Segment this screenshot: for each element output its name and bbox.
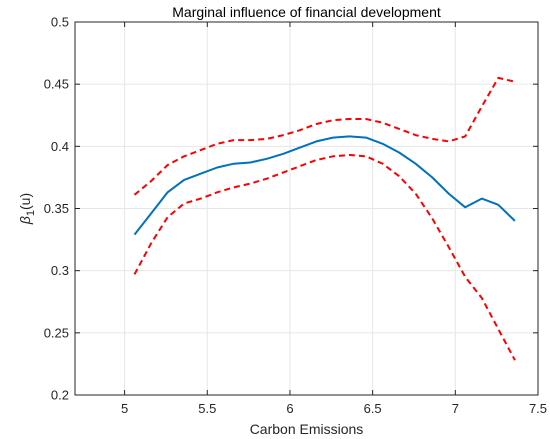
ticks (75, 21, 539, 396)
y-axis-label-sub: 1 (25, 210, 37, 216)
x-tick-label: 6.5 (364, 401, 382, 416)
x-tick-label: 6 (286, 401, 293, 416)
y-tick-label: 0.35 (44, 201, 69, 216)
series-group (133, 76, 516, 361)
tick-labels: 5 5.5 6 6.5 7 7.5 0.2 0.25 0.3 0.35 0.4 0.45 0.5 (44, 15, 547, 417)
y-tick-label: 0.3 (51, 263, 69, 278)
y-tick-label: 0.5 (51, 15, 69, 30)
chart-title: Marginal influence of financial developm… (172, 4, 441, 20)
x-tick-label: 5.5 (198, 401, 216, 416)
y-tick-label: 0.25 (44, 325, 69, 340)
y-axis-label-suffix: (u) (17, 193, 33, 210)
x-axis-label: Carbon Emissions (250, 421, 364, 437)
y-axis-label-base: β (17, 216, 33, 225)
y-tick-label: 0.4 (51, 139, 69, 154)
x-tick-label: 7 (452, 401, 459, 416)
y-tick-label: 0.2 (51, 388, 69, 403)
x-tick-label: 5 (121, 401, 128, 416)
x-tick-label: 7.5 (529, 401, 547, 416)
series-line-3 (133, 154, 516, 361)
series-line-1 (133, 135, 516, 236)
grid (75, 21, 539, 396)
y-tick-label: 0.45 (44, 77, 69, 92)
y-axis-label: β1(u) (17, 193, 37, 225)
